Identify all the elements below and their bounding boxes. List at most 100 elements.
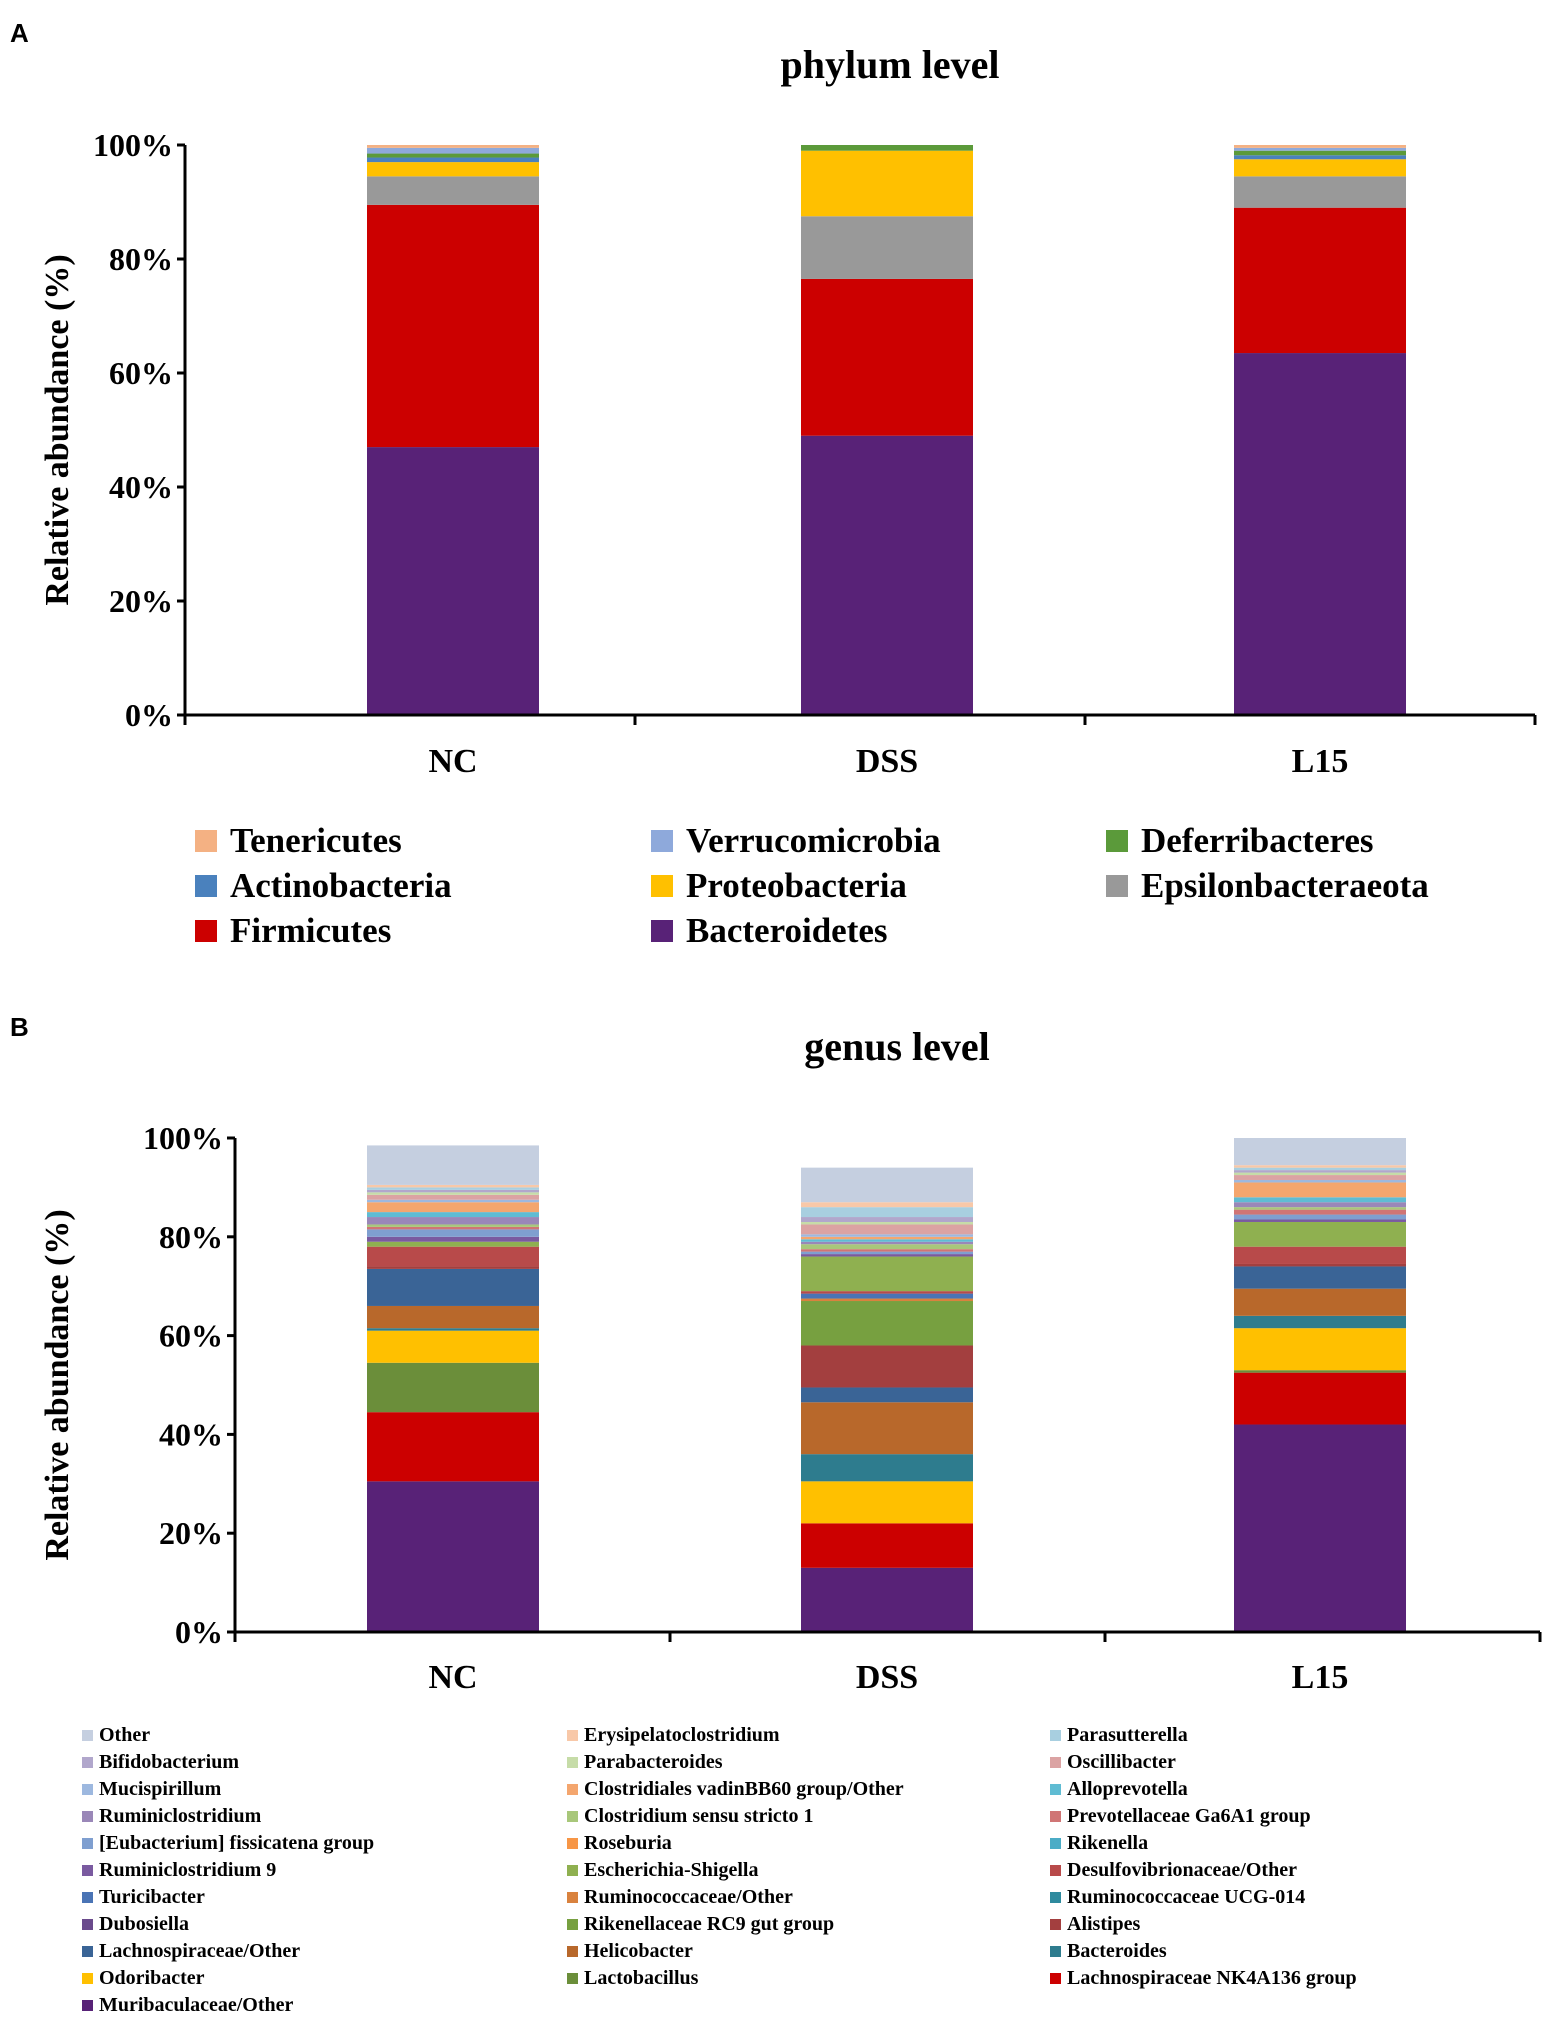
genus-legend-label-ruminiclostridium: Ruminiclostridium [99,1805,262,1827]
genus-bar-segment-dss-helicobacter [801,1402,973,1455]
genus-legend-swatch-escherichia-shigella [567,1865,578,1876]
genus-legend-label-bifidobacterium: Bifidobacterium [99,1751,239,1773]
genus-bar-segment-dss-clostridiales-vadinbb60-group-other [801,1236,973,1240]
genus-legend-swatch-parabacteroides [567,1757,578,1768]
genus-bar-segment-nc-eubacterium-fissicatena-group [367,1229,539,1237]
genus-category-label-dss: DSS [856,1659,918,1696]
genus-bar-segment-l15-bacteroides [1234,1315,1406,1329]
phylum-y-tick-label: 0% [125,697,173,733]
genus-bar-segment-l15-desulfovibrionaceae-other [1234,1246,1406,1264]
phylum-legend-label-tenericutes: Tenericutes [230,821,402,860]
genus-bar-segment-nc-bacteroides [367,1328,539,1331]
genus-bar-segment-l15-eubacterium-fissicatena-group [1234,1214,1406,1220]
genus-legend-label-rikenella: Rikenella [1067,1832,1148,1854]
genus-bar-segment-dss-rikenellaceae-rc9-gut-group [801,1301,973,1346]
genus-legend-swatch-roseburia [567,1838,578,1849]
genus-category-label-l15: L15 [1292,1659,1349,1696]
phylum-y-tick-label: 40% [109,469,173,505]
genus-legend-swatch-clostridiales-vadinbb60-group-other [567,1784,578,1795]
phylum-legend-label-firmicutes: Firmicutes [230,911,391,950]
genus-bar-segment-nc-parabacteroides [367,1192,539,1195]
genus-bar-segment-dss-ruminococcaceae-other [801,1298,973,1302]
genus-bar-segment-nc-bifidobacterium [367,1189,539,1193]
phylum-bar-segment-nc-deferribacteres [367,153,539,158]
genus-legend-label-rikenellaceae-rc9-gut-group: Rikenellaceae RC9 gut group [584,1913,834,1935]
phylum-y-tick-label: 20% [109,583,173,619]
genus-bar-segment-nc-oscillibacter [367,1194,539,1200]
genus-legend-label-lachnospiraceae-other: Lachnospiraceae/Other [99,1940,300,1962]
genus-bar-segment-nc-other [367,1145,539,1185]
genus-legend-label-prevotellaceae-ga6a1-group: Prevotellaceae Ga6A1 group [1067,1805,1311,1827]
genus-bar-segment-l15-helicobacter [1234,1288,1406,1316]
phylum-y-tick-label: 80% [109,241,173,277]
genus-y-tick-label: 0% [175,1614,223,1650]
panel-a-label: A [10,18,29,48]
phylum-bar-segment-nc-epsilonbacteraeota [367,176,539,205]
phylum-bar-segment-l15-deferribacteres [1234,150,1406,156]
genus-legend-label-lactobacillus: Lactobacillus [584,1967,699,1989]
phylum-legend-swatch-epsilonbacteraeota [1106,875,1128,897]
genus-bar-segment-dss-bifidobacterium [801,1217,973,1222]
genus-legend-label-turicibacter: Turicibacter [99,1886,205,1908]
genus-legend-label-clostridium-sensu-stricto-1: Clostridium sensu stricto 1 [584,1805,813,1827]
genus-legend-swatch-alistipes [1050,1919,1061,1930]
genus-bar-segment-l15-lachnospiraceae-other [1234,1266,1406,1289]
genus-bar-segment-l15-lachnospiraceae-nk4a136-group [1234,1372,1406,1425]
genus-y-tick-label: 100% [143,1120,223,1156]
genus-bar-segment-dss-parasutterella [801,1207,973,1218]
phylum-legend-label-actinobacteria: Actinobacteria [230,866,452,905]
genus-bar-segment-l15-ruminiclostridium [1234,1202,1406,1208]
phylum-legend-swatch-bacteroidetes [651,920,673,942]
genus-legend-label-desulfovibrionaceae-other: Desulfovibrionaceae/Other [1067,1859,1297,1881]
genus-legend-swatch-rikenella [1050,1838,1061,1849]
genus-legend-swatch-parasutterella [1050,1730,1061,1741]
phylum-legend-label-proteobacteria: Proteobacteria [686,866,907,905]
genus-legend-label-ruminiclostridium-9: Ruminiclostridium 9 [99,1859,276,1881]
genus-bar-segment-dss-mucispirillum [801,1234,973,1237]
genus-bar-segment-nc-ruminiclostridium [367,1217,539,1225]
phylum-bar-segment-l15-bacteroidetes [1234,353,1406,715]
genus-bar-segment-l15-escherichia-shigella [1234,1221,1406,1247]
genus-bar-segment-nc-ruminiclostridium-9 [367,1236,539,1242]
genus-bar-segment-l15-prevotellaceae-ga6a1-group [1234,1209,1406,1215]
genus-bar-segment-nc-clostridium-sensu-stricto-1 [367,1224,539,1227]
genus-bar-segment-l15-parabacteroides [1234,1172,1406,1176]
phylum-bar-segment-nc-verrucomicrobia [367,147,539,154]
phylum-y-tick-label: 100% [93,127,173,163]
genus-legend-label-ruminococcaceae-ucg-014: Ruminococcaceae UCG-014 [1067,1886,1305,1908]
phylum-y-tick-label: 60% [109,355,173,391]
genus-legend-label-muribaculaceae-other: Muribaculaceae/Other [99,1994,294,2016]
phylum-bar-segment-dss-epsilonbacteraeota [801,216,973,279]
genus-legend-label-ruminococcaceae-other: Ruminococcaceae/Other [584,1886,793,1908]
genus-legend-swatch-ruminiclostridium [82,1811,93,1822]
genus-legend-label-dubosiella: Dubosiella [99,1913,189,1935]
genus-bar-segment-l15-muribaculaceae-other [1234,1424,1406,1632]
genus-bar-segment-l15-odoribacter [1234,1328,1406,1371]
genus-legend-swatch-bacteroides [1050,1946,1061,1957]
phylum-bar-segment-dss-deferribacteres [801,145,973,151]
phylum-legend-label-bacteroidetes: Bacteroidetes [686,911,888,950]
genus-bar-segment-l15-parasutterella [1234,1167,1406,1171]
genus-legend-swatch-eubacterium-fissicatena-group [82,1838,93,1849]
genus-legend-swatch-erysipelatoclostridium [567,1730,578,1741]
genus-bar-segment-nc-lachnospiraceae-other [367,1268,539,1306]
phylum-bar-segment-nc-bacteroidetes [367,447,539,715]
genus-bar-segment-dss-lachnospiraceae-other [801,1387,973,1403]
genus-legend-label-alistipes: Alistipes [1067,1913,1141,1935]
genus-bar-segment-nc-lactobacillus [367,1362,539,1413]
genus-legend-label-other: Other [99,1724,150,1746]
phylum-bar-segment-dss-firmicutes [801,278,973,436]
panel-b-label: B [10,1012,29,1042]
phylum-chart-title: phylum level [781,42,1000,87]
genus-chart-title: genus level [804,1024,990,1069]
genus-bar-segment-dss-escherichia-shigella [801,1256,973,1292]
genus-legend-swatch-desulfovibrionaceae-other [1050,1865,1061,1876]
genus-legend-label-oscillibacter: Oscillibacter [1067,1751,1176,1773]
genus-bar-segment-dss-other [801,1167,973,1203]
genus-bar-segment-dss-erysipelatoclostridium [801,1202,973,1208]
genus-bar-segment-dss-bacteroides [801,1454,973,1482]
phylum-y-axis-label: Relative abundance (%) [39,254,76,605]
phylum-bar-segment-nc-tenericutes [367,145,539,148]
genus-legend-swatch-oscillibacter [1050,1757,1061,1768]
genus-bar-segment-nc-parasutterella [367,1187,539,1190]
